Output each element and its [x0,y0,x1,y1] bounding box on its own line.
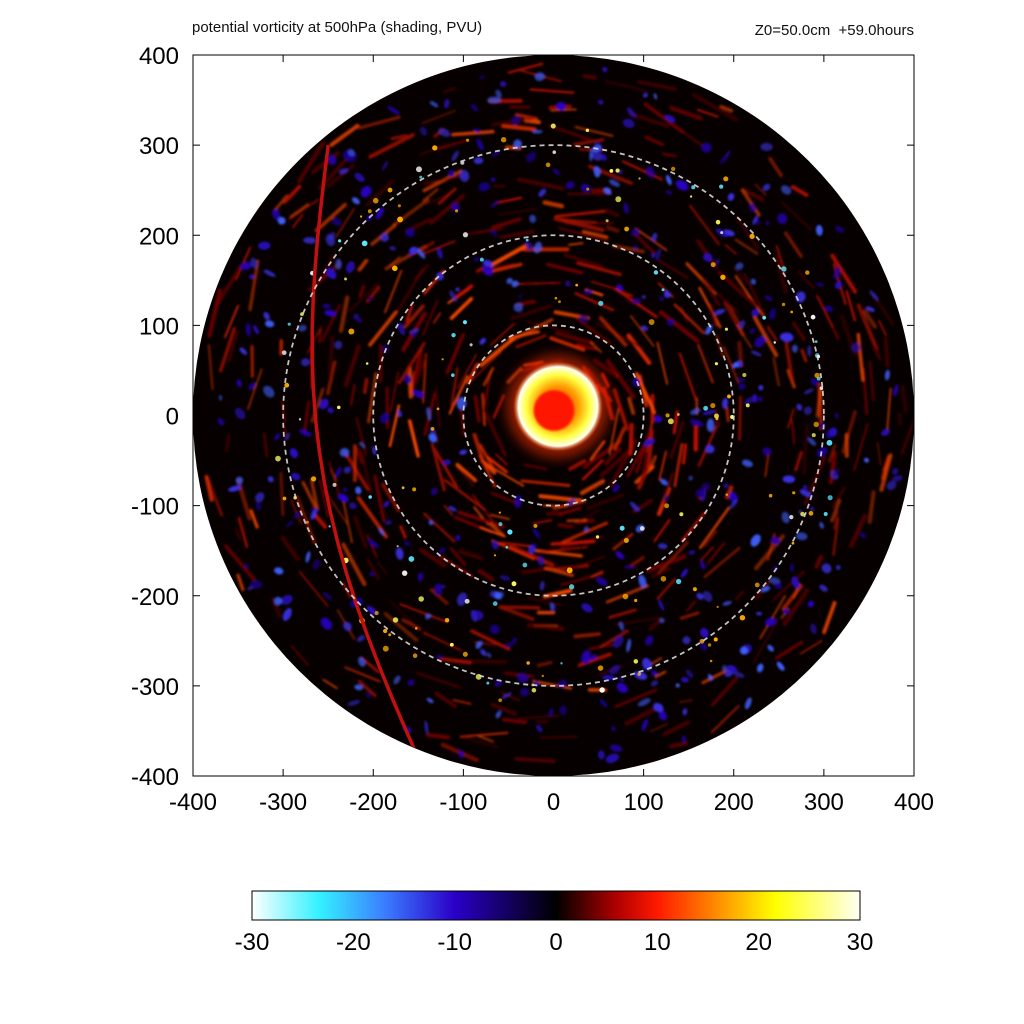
reference-circle-100 [462,324,645,507]
colorbar-tick-label: 10 [644,929,671,956]
y-tick-label: -400 [131,764,179,791]
x-tick-label: -300 [259,789,307,816]
x-tick-label: -200 [349,789,397,816]
reference-circle-200 [372,234,735,597]
x-tick-label: 200 [714,789,754,816]
x-tick-label: -400 [169,789,217,816]
axes: -400 -300 -200 -100 0 100 200 300 400 400 300 200 10… [131,43,934,816]
colorbar-tick-label: 20 [745,929,772,956]
y-tick-label: 400 [139,43,179,70]
x-tick-label: 100 [624,789,664,816]
reference-circle-300 [282,144,825,687]
colorbar-gradient [251,890,861,921]
colorbar-tick-label: -10 [437,929,472,956]
plot-area [193,55,914,776]
y-tick-label: -300 [131,674,179,701]
colorbar-tick-label: 30 [847,929,874,956]
x-tick-label: 300 [804,789,844,816]
pv-filaments [204,62,913,764]
x-tick-label: -100 [439,789,487,816]
y-tick-label: 300 [139,133,179,160]
colorbar-tick-label: -20 [336,929,371,956]
x-tick-label: 400 [894,789,934,816]
colorbar: -30 -20 -10 0 10 20 30 [235,890,874,956]
x-tick-label: 0 [547,789,560,816]
core-center [533,390,575,431]
colorbar-tick-label: -30 [235,929,270,956]
y-tick-label: -100 [131,494,179,521]
y-tick-label: 100 [139,313,179,340]
chart-title: potential vorticity at 500hPa (shading, … [192,19,483,36]
colorbar-tick-label: 0 [549,929,562,956]
y-tick-label: 0 [166,404,179,431]
boundary-streak [310,144,420,759]
pv-field [204,62,913,764]
y-tick-label: -200 [131,584,179,611]
chart-subtitle: Z0=50.0cm +59.0hours [754,22,914,39]
y-tick-label: 200 [139,223,179,250]
